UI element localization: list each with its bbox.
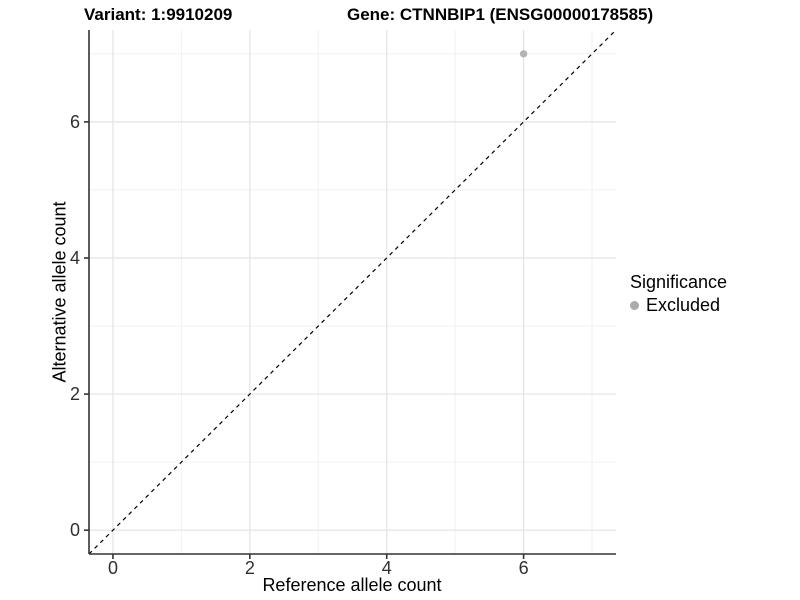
- svg-text:6: 6: [519, 558, 529, 578]
- svg-text:0: 0: [70, 520, 80, 540]
- legend-title: Significance: [630, 272, 728, 292]
- svg-text:2: 2: [70, 384, 80, 404]
- data-points: [519, 50, 528, 58]
- svg-text:2: 2: [245, 558, 255, 578]
- minor-gridlines: [89, 30, 616, 554]
- identity-reference-line: [88, 29, 617, 555]
- y-axis-title: Alternative allele count: [49, 201, 70, 383]
- plot-title-variant: Variant: 1:9910209: [84, 5, 233, 24]
- legend-key-dot-icon: [630, 301, 639, 310]
- legend-item-excluded: Excluded: [630, 295, 727, 316]
- legend: Significance Excluded: [630, 272, 727, 316]
- axis-tick-marks: [84, 121, 525, 559]
- axis-tick-labels: 0 2 4 6 0 2 4 6: [70, 112, 529, 578]
- svg-text:4: 4: [382, 558, 392, 578]
- legend-item-label: Excluded: [646, 295, 721, 315]
- major-gridlines: [89, 30, 616, 554]
- svg-text:0: 0: [108, 558, 118, 578]
- axis-lines: [88, 30, 616, 555]
- plot-title-gene: Gene: CTNNBIP1 (ENSG00000178585): [347, 5, 654, 24]
- svg-text:6: 6: [70, 112, 80, 132]
- svg-text:4: 4: [70, 248, 80, 268]
- x-axis-title: Reference allele count: [262, 575, 442, 595]
